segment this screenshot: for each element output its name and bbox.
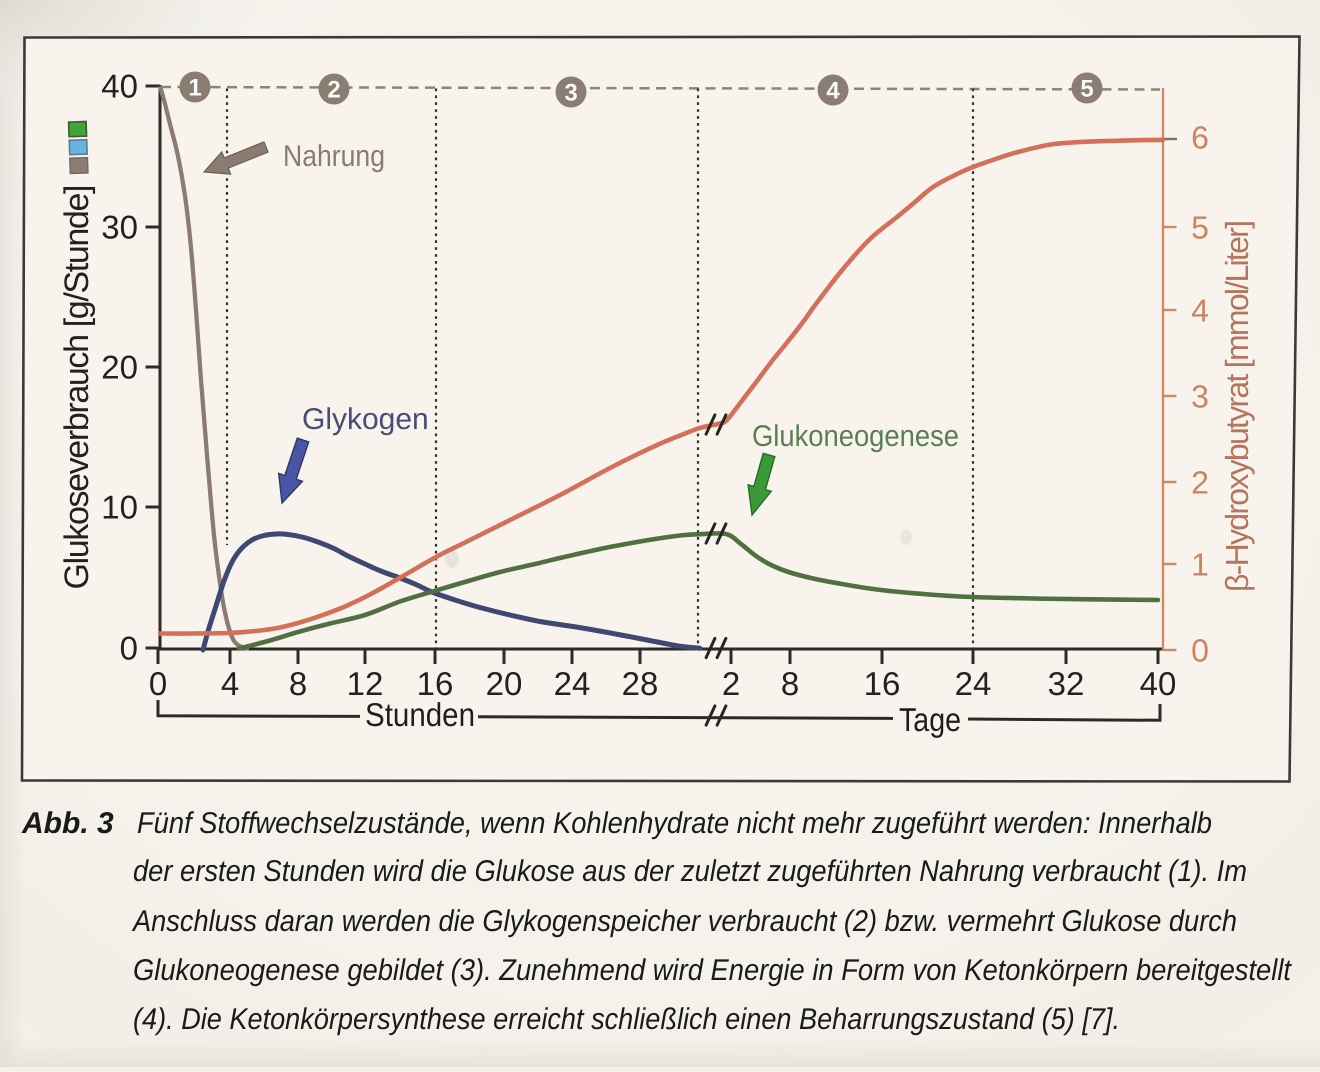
svg-text:(4). Die Ketonkörpersynthese e: (4). Die Ketonkörpersynthese erreicht sc… bbox=[133, 1003, 1120, 1036]
svg-text:4: 4 bbox=[826, 78, 840, 105]
svg-text:Glukoneogenese gebildet (3). Z: Glukoneogenese gebildet (3). Zunehmend w… bbox=[133, 954, 1293, 987]
svg-text:16: 16 bbox=[417, 665, 454, 702]
svg-text:1: 1 bbox=[188, 75, 201, 102]
svg-text:24: 24 bbox=[554, 665, 591, 702]
svg-text:5: 5 bbox=[1191, 210, 1209, 246]
svg-text:20: 20 bbox=[101, 349, 138, 386]
svg-text:2: 2 bbox=[1191, 465, 1209, 501]
svg-text:Tage: Tage bbox=[899, 701, 961, 738]
svg-text:Nahrung: Nahrung bbox=[283, 140, 385, 173]
svg-text:40: 40 bbox=[101, 68, 138, 105]
svg-text:12: 12 bbox=[347, 665, 384, 702]
svg-text:Glukoseverbrauch [g/Stunde]: Glukoseverbrauch [g/Stunde] bbox=[58, 185, 96, 590]
svg-text:20: 20 bbox=[486, 665, 523, 702]
svg-text:Anschluss daran werden die Gly: Anschluss daran werden die Glykogenspeic… bbox=[131, 905, 1237, 938]
svg-text:Glukoneogenese: Glukoneogenese bbox=[752, 420, 959, 453]
svg-text:5: 5 bbox=[1080, 76, 1093, 103]
svg-text:10: 10 bbox=[101, 489, 138, 526]
svg-text:β-Hydroxybutyrat [mmol/Liter]: β-Hydroxybutyrat [mmol/Liter] bbox=[1219, 220, 1255, 592]
svg-text:4: 4 bbox=[221, 665, 239, 702]
svg-text:Glykogen: Glykogen bbox=[302, 403, 429, 436]
svg-text:32: 32 bbox=[1048, 665, 1085, 702]
svg-text:6: 6 bbox=[1191, 120, 1209, 156]
svg-text:Abb. 3: Abb. 3 bbox=[21, 807, 114, 840]
svg-text:3: 3 bbox=[564, 80, 577, 107]
svg-text:2: 2 bbox=[327, 77, 340, 104]
svg-text:4: 4 bbox=[1191, 293, 1209, 329]
svg-text:40: 40 bbox=[1140, 665, 1177, 702]
svg-text:16: 16 bbox=[864, 665, 901, 702]
svg-text:1: 1 bbox=[1191, 547, 1209, 583]
svg-text:der ersten Stunden wird die Gl: der ersten Stunden wird die Glukose aus … bbox=[133, 855, 1247, 888]
svg-text:0: 0 bbox=[120, 630, 138, 667]
svg-text:28: 28 bbox=[622, 665, 659, 702]
svg-text:0: 0 bbox=[1191, 633, 1209, 669]
svg-text:2: 2 bbox=[722, 665, 740, 702]
svg-text:0: 0 bbox=[149, 665, 167, 702]
svg-text:8: 8 bbox=[781, 665, 799, 702]
svg-text:30: 30 bbox=[101, 209, 138, 246]
svg-text:Fünf Stoffwechselzustände, wen: Fünf Stoffwechselzustände, wenn Kohlenhy… bbox=[137, 807, 1212, 840]
svg-text:24: 24 bbox=[955, 665, 992, 702]
svg-text:3: 3 bbox=[1191, 379, 1209, 415]
svg-text:8: 8 bbox=[289, 665, 307, 702]
svg-text:Stunden: Stunden bbox=[365, 696, 475, 733]
